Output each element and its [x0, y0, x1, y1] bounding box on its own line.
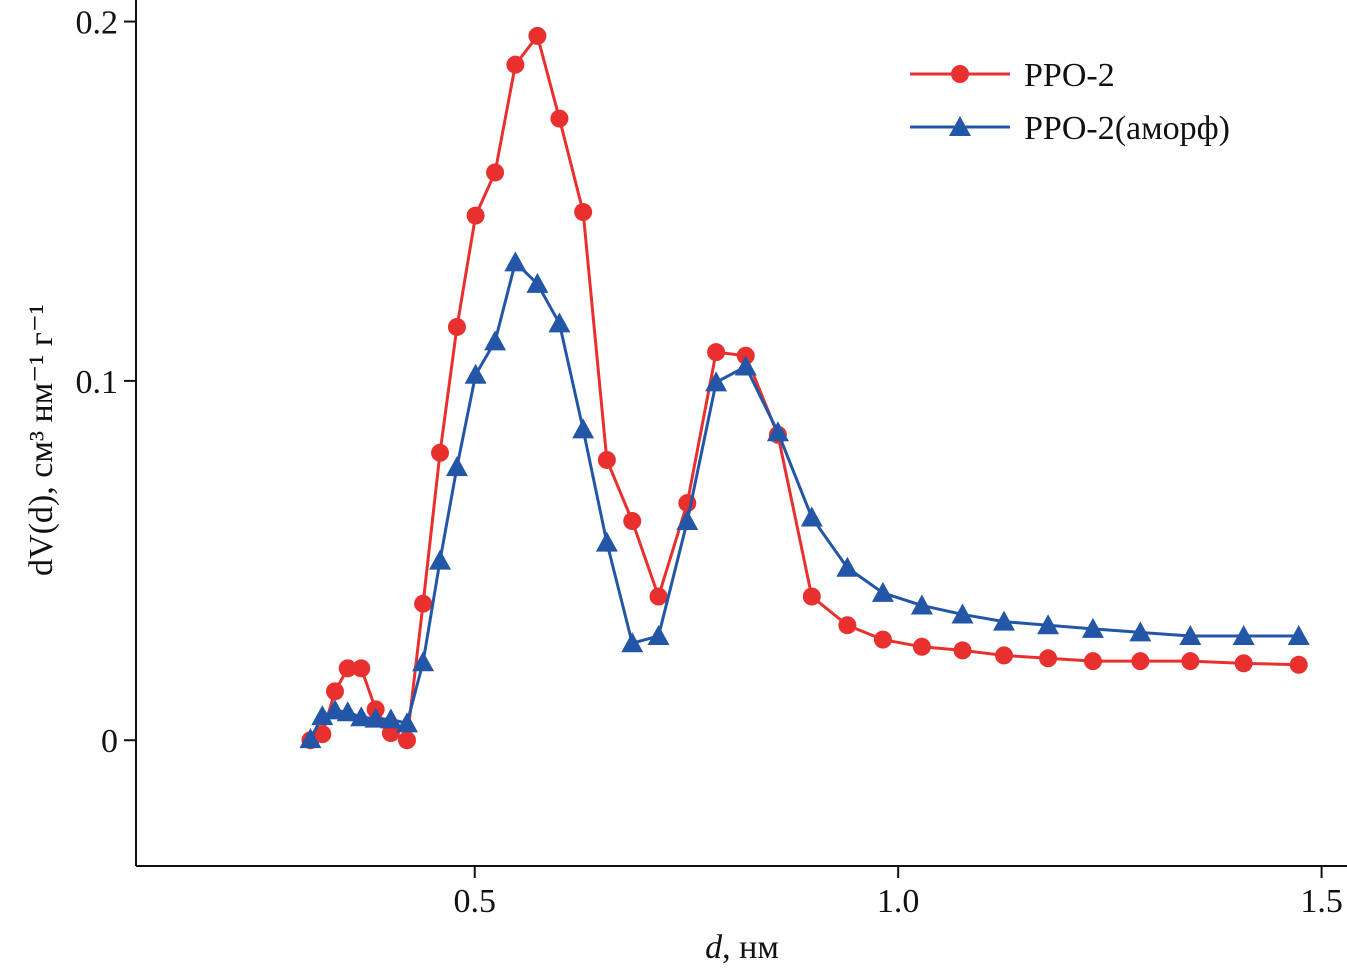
data-point-1	[836, 557, 858, 577]
data-point-1	[429, 550, 451, 570]
data-point-1	[801, 506, 823, 526]
data-point-0	[550, 110, 568, 128]
data-point-0	[650, 587, 668, 605]
data-point-1	[504, 251, 526, 271]
data-point-1	[465, 364, 487, 384]
data-point-0	[486, 163, 504, 181]
x-axis-label: d, нм	[705, 929, 779, 966]
data-point-0	[1290, 656, 1308, 674]
data-point-0	[1181, 652, 1199, 670]
y-tick-label: 0.1	[76, 364, 119, 401]
legend-label-ppo2-amorph: PPO-2(аморф)	[1024, 110, 1230, 147]
data-point-0	[414, 595, 432, 613]
data-point-0	[352, 659, 370, 677]
data-point-1	[676, 510, 698, 530]
data-point-1	[572, 418, 594, 438]
legend-label-ppo2: PPO-2	[1024, 57, 1115, 94]
data-point-0	[506, 56, 524, 74]
legend-marker-ppo2	[951, 65, 969, 83]
data-point-1	[648, 625, 670, 645]
data-point-0	[913, 638, 931, 656]
x-axis-label-var: d	[705, 929, 723, 966]
data-point-0	[467, 207, 485, 225]
x-tick-label: 1.0	[877, 883, 920, 920]
x-tick-label: 0.5	[453, 883, 496, 920]
x-axis-label-unit: , нм	[722, 929, 779, 966]
data-point-0	[431, 444, 449, 462]
data-point-0	[1039, 649, 1057, 667]
data-point-1	[446, 456, 468, 476]
data-point-0	[623, 512, 641, 530]
data-point-1	[705, 371, 727, 391]
x-tick-label: 1.5	[1300, 883, 1343, 920]
data-point-0	[598, 451, 616, 469]
data-point-0	[1235, 654, 1253, 672]
data-point-0	[874, 631, 892, 649]
data-point-0	[707, 343, 725, 361]
data-point-0	[448, 318, 466, 336]
data-point-0	[398, 731, 416, 749]
y-axis-label: dV(d), см³ нм⁻¹ г⁻¹	[23, 304, 60, 576]
data-point-1	[484, 330, 506, 350]
data-point-0	[954, 641, 972, 659]
data-point-0	[1131, 652, 1149, 670]
legend: PPO-2 PPO-2(аморф)	[910, 57, 1230, 147]
data-point-1	[548, 312, 570, 332]
data-point-0	[803, 587, 821, 605]
data-point-0	[574, 203, 592, 221]
data-point-0	[1084, 652, 1102, 670]
y-tick-label: 0	[101, 723, 118, 760]
data-point-1	[872, 582, 894, 602]
y-tick-label: 0.2	[76, 5, 119, 42]
data-point-0	[528, 27, 546, 45]
data-point-0	[838, 616, 856, 634]
data-point-0	[995, 646, 1013, 664]
data-point-1	[596, 532, 618, 552]
data-point-0	[326, 682, 344, 700]
